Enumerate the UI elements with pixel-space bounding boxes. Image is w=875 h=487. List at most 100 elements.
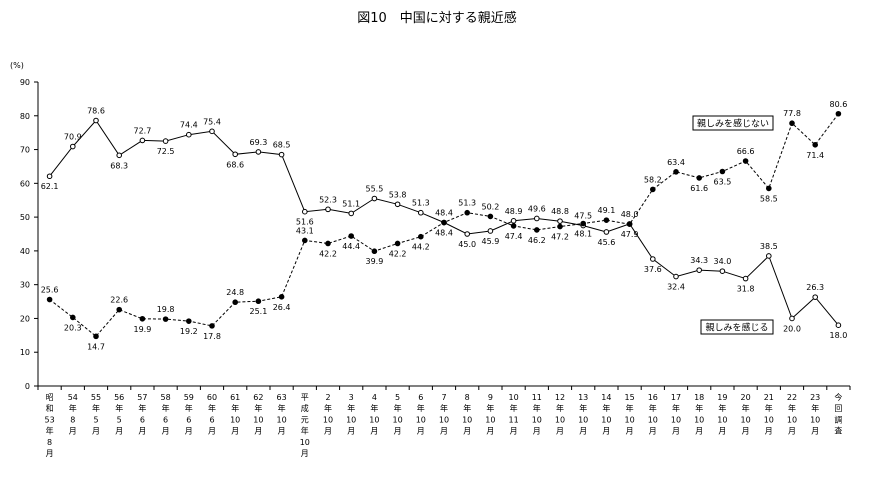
data-label: 34.0 bbox=[713, 257, 731, 266]
x-tick-label: 62 bbox=[253, 393, 263, 402]
data-label: 68.5 bbox=[273, 141, 291, 150]
x-tick-label: 年 bbox=[92, 403, 100, 413]
x-tick-label: 月 bbox=[811, 427, 819, 436]
x-tick-label: 月 bbox=[138, 427, 146, 436]
y-tick-label: 90 bbox=[20, 78, 30, 87]
data-label: 66.6 bbox=[737, 147, 755, 156]
data-label: 45.9 bbox=[481, 237, 499, 246]
x-tick-label: 17 bbox=[671, 393, 681, 402]
x-tick-label: 10 bbox=[393, 415, 403, 424]
x-tick-label: 年 bbox=[765, 403, 773, 413]
x-tick-label: 23 bbox=[810, 393, 820, 402]
data-point bbox=[209, 323, 215, 329]
x-tick-label: 53 bbox=[45, 415, 55, 424]
data-label: 38.5 bbox=[760, 242, 778, 251]
data-point bbox=[418, 233, 424, 240]
data-point bbox=[162, 316, 169, 322]
x-tick-label: 成 bbox=[301, 403, 309, 413]
data-label: 48.4 bbox=[435, 209, 453, 218]
data-label: 25.1 bbox=[249, 307, 267, 316]
data-label: 51.3 bbox=[458, 199, 476, 208]
data-label: 71.4 bbox=[806, 151, 824, 160]
data-label: 63.4 bbox=[667, 158, 685, 167]
x-tick-label: 年 bbox=[788, 403, 796, 413]
data-label: 14.7 bbox=[87, 342, 105, 351]
x-tick-label: 年 bbox=[649, 403, 657, 413]
x-tick-label: 月 bbox=[649, 427, 657, 436]
y-tick-label: 20 bbox=[20, 314, 30, 323]
x-tick-label: 11 bbox=[509, 415, 519, 424]
x-tick-label: 11 bbox=[532, 393, 542, 402]
data-point bbox=[812, 142, 819, 148]
data-point bbox=[487, 213, 494, 220]
x-tick-label: 10 bbox=[416, 415, 426, 424]
x-tick-label: 調 bbox=[834, 414, 842, 424]
x-tick-label: 年 bbox=[626, 403, 634, 413]
x-tick-label: 10 bbox=[764, 415, 774, 424]
data-label: 18.0 bbox=[829, 331, 847, 340]
data-point bbox=[325, 206, 331, 213]
data-label: 44.2 bbox=[412, 243, 430, 252]
data-label: 78.6 bbox=[87, 107, 105, 116]
data-point bbox=[557, 218, 563, 224]
data-label: 74.4 bbox=[180, 121, 198, 130]
data-label: 48.0 bbox=[621, 210, 639, 219]
data-label: 70.9 bbox=[64, 133, 82, 142]
x-tick-label: 10 bbox=[532, 415, 542, 424]
x-tick-label: 8 bbox=[47, 438, 52, 447]
x-tick-label: 年 bbox=[69, 403, 77, 413]
data-label: 25.6 bbox=[41, 286, 59, 295]
data-point bbox=[719, 268, 726, 274]
x-tick-label: 元 bbox=[301, 415, 309, 424]
y-tick-label: 70 bbox=[20, 146, 30, 155]
data-label: 47.5 bbox=[574, 212, 592, 221]
data-label: 58.2 bbox=[644, 175, 662, 184]
legend-label: 親しみを感じる bbox=[705, 322, 768, 334]
data-point bbox=[70, 314, 76, 321]
x-tick-label: 10 bbox=[578, 415, 588, 424]
x-tick-label: 12 bbox=[555, 393, 565, 402]
x-tick-label: 10 bbox=[277, 415, 287, 424]
x-tick-label: 年 bbox=[718, 403, 726, 413]
data-label: 20.0 bbox=[783, 324, 801, 333]
data-point bbox=[534, 227, 540, 233]
x-tick-label: 56 bbox=[114, 393, 124, 402]
x-tick-label: 10 bbox=[323, 415, 333, 424]
data-point bbox=[232, 151, 238, 158]
data-point bbox=[789, 315, 795, 322]
data-label: 48.8 bbox=[551, 207, 569, 216]
x-tick-label: 月 bbox=[510, 427, 518, 436]
x-tick-label: 10 bbox=[253, 415, 263, 424]
x-tick-label: 10 bbox=[462, 415, 472, 424]
data-point bbox=[394, 201, 401, 208]
x-tick-label: 10 bbox=[509, 393, 519, 402]
x-tick-label: 年 bbox=[811, 403, 819, 413]
x-tick-label: 月 bbox=[602, 427, 610, 436]
x-tick-label: 10 bbox=[648, 415, 658, 424]
x-tick-label: 18 bbox=[694, 393, 704, 402]
x-tick-label: 月 bbox=[394, 427, 402, 436]
x-tick-label: 年 bbox=[115, 403, 123, 413]
x-tick-label: 月 bbox=[788, 427, 796, 436]
x-tick-label: 年 bbox=[324, 403, 332, 413]
data-point bbox=[348, 210, 355, 217]
data-point bbox=[302, 208, 308, 215]
data-label: 72.5 bbox=[157, 147, 175, 156]
x-tick-label: 19 bbox=[717, 393, 727, 402]
x-tick-label: 58 bbox=[161, 393, 171, 402]
x-tick-label: 月 bbox=[463, 427, 471, 436]
x-tick-label: 6 bbox=[209, 415, 214, 424]
x-tick-label: 55 bbox=[91, 393, 101, 402]
y-tick-label: 10 bbox=[20, 348, 30, 357]
data-point bbox=[348, 233, 355, 239]
data-label: 47.2 bbox=[551, 233, 569, 242]
data-label: 19.2 bbox=[180, 327, 198, 336]
data-label: 37.6 bbox=[644, 265, 662, 274]
data-point bbox=[93, 333, 99, 340]
x-tick-label: 7 bbox=[441, 393, 446, 402]
x-tick-label: 年 bbox=[208, 403, 216, 413]
x-tick-label: 21 bbox=[764, 393, 774, 402]
x-tick-label: 月 bbox=[556, 427, 564, 436]
data-label: 46.2 bbox=[528, 236, 546, 245]
x-tick-label: 10 bbox=[741, 415, 751, 424]
